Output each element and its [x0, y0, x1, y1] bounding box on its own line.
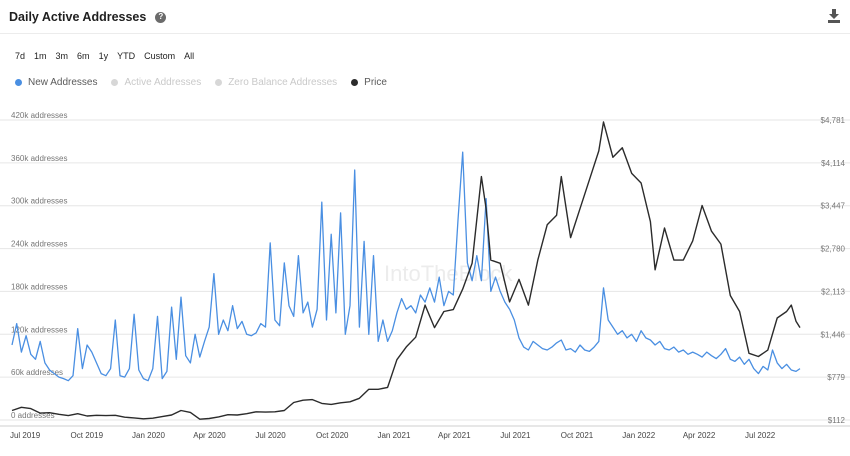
legend-dot	[351, 79, 359, 86]
legend-item-new-addresses[interactable]: New Addresses	[15, 77, 97, 88]
legend-label: Active Addresses	[124, 77, 202, 88]
right-axis-tick-label: $2,780	[821, 245, 846, 254]
left-axis-tick-label: 420k addresses	[11, 111, 67, 120]
legend-label: Price	[364, 77, 387, 88]
left-axis-tick-label: 0 addresses	[11, 411, 55, 420]
range-button-ytd[interactable]: YTD	[117, 51, 136, 61]
right-axis-tick-label: $4,781	[821, 116, 846, 125]
x-axis-tick-label: Oct 2021	[561, 431, 594, 440]
range-button-3m[interactable]: 3m	[55, 51, 69, 61]
legend-item-price[interactable]: Price	[351, 77, 387, 88]
legend-label: Zero Balance Addresses	[228, 77, 338, 88]
legend-label: New Addresses	[28, 77, 98, 88]
series-line-new-addresses	[11, 151, 801, 382]
x-axis-ticks: Jul 2019 Oct 2019 Jan 2020 Apr 2020 Jul 2020…	[10, 431, 776, 440]
x-axis-tick-label: Oct 2020	[316, 431, 349, 440]
x-axis-tick-label: Jul 2020	[255, 431, 286, 440]
left-axis-tick-label: 240k addresses	[11, 240, 67, 249]
x-axis-tick-label: Jul 2022	[745, 431, 776, 440]
left-axis-tick-label: 120k addresses	[11, 325, 67, 334]
left-axis-ticks: 0 addresses 60k addresses 120k addresses 18…	[11, 111, 67, 420]
range-button-1m[interactable]: 1m	[34, 51, 47, 61]
watermark-text: IntoTheBlock	[384, 261, 513, 286]
range-button-7d[interactable]: 7d	[15, 51, 26, 61]
chart-header: Daily Active Addresses ?	[9, 8, 167, 26]
x-axis-tick-label: Jul 2021	[500, 431, 531, 440]
x-axis-tick-label: Jul 2019	[10, 431, 41, 440]
range-button-1y[interactable]: 1y	[98, 51, 109, 61]
right-axis-tick-label: $2,113	[821, 287, 845, 296]
x-axis-tick-label: Jan 2021	[377, 431, 410, 440]
range-button-all[interactable]: All	[184, 51, 195, 61]
right-axis-tick-label: $112	[828, 416, 846, 425]
page-title: Daily Active Addresses	[9, 10, 147, 24]
left-axis-tick-label: 300k addresses	[11, 197, 67, 206]
header-divider	[0, 33, 850, 34]
chart-series	[11, 121, 801, 420]
help-icon[interactable]: ?	[155, 11, 167, 23]
series-line-price	[11, 121, 801, 420]
range-button-6m[interactable]: 6m	[77, 51, 90, 61]
download-icon[interactable]	[828, 9, 840, 23]
legend-item-active-addresses[interactable]: Active Addresses	[111, 77, 201, 88]
x-axis-tick-label: Apr 2021	[438, 431, 471, 440]
time-range-selector: 7d 1m 3m 6m 1y YTD Custom All	[12, 49, 197, 63]
left-axis-tick-label: 180k addresses	[11, 282, 67, 291]
range-button-custom[interactable]: Custom	[144, 51, 176, 61]
right-axis-tick-label: $4,114	[821, 159, 845, 168]
x-axis-tick-label: Jan 2022	[622, 431, 655, 440]
legend-dot	[215, 79, 223, 86]
x-axis-tick-label: Jan 2020	[132, 431, 165, 440]
left-axis-tick-label: 60k addresses	[11, 368, 63, 377]
legend-item-zero-balance-addresses[interactable]: Zero Balance Addresses	[215, 77, 337, 88]
left-axis-tick-label: 360k addresses	[11, 154, 67, 163]
legend-dot	[15, 79, 22, 86]
x-axis-tick-label: Apr 2020	[193, 431, 226, 440]
x-axis-tick-label: Oct 2019	[71, 431, 104, 440]
x-axis-tick-label: Apr 2022	[683, 431, 716, 440]
chart-grid	[0, 119, 850, 427]
right-axis-ticks: $112 $779 $1,446 $2,113 $2,780 $3,447 $4,114 $4…	[821, 116, 846, 425]
right-axis-tick-label: $3,447	[821, 202, 846, 211]
right-axis-tick-label: $1,446	[821, 330, 846, 339]
right-axis-tick-label: $779	[827, 373, 845, 382]
legend-dot	[111, 79, 119, 86]
chart-legend: New Addresses Active Addresses Zero Bala…	[15, 77, 401, 88]
